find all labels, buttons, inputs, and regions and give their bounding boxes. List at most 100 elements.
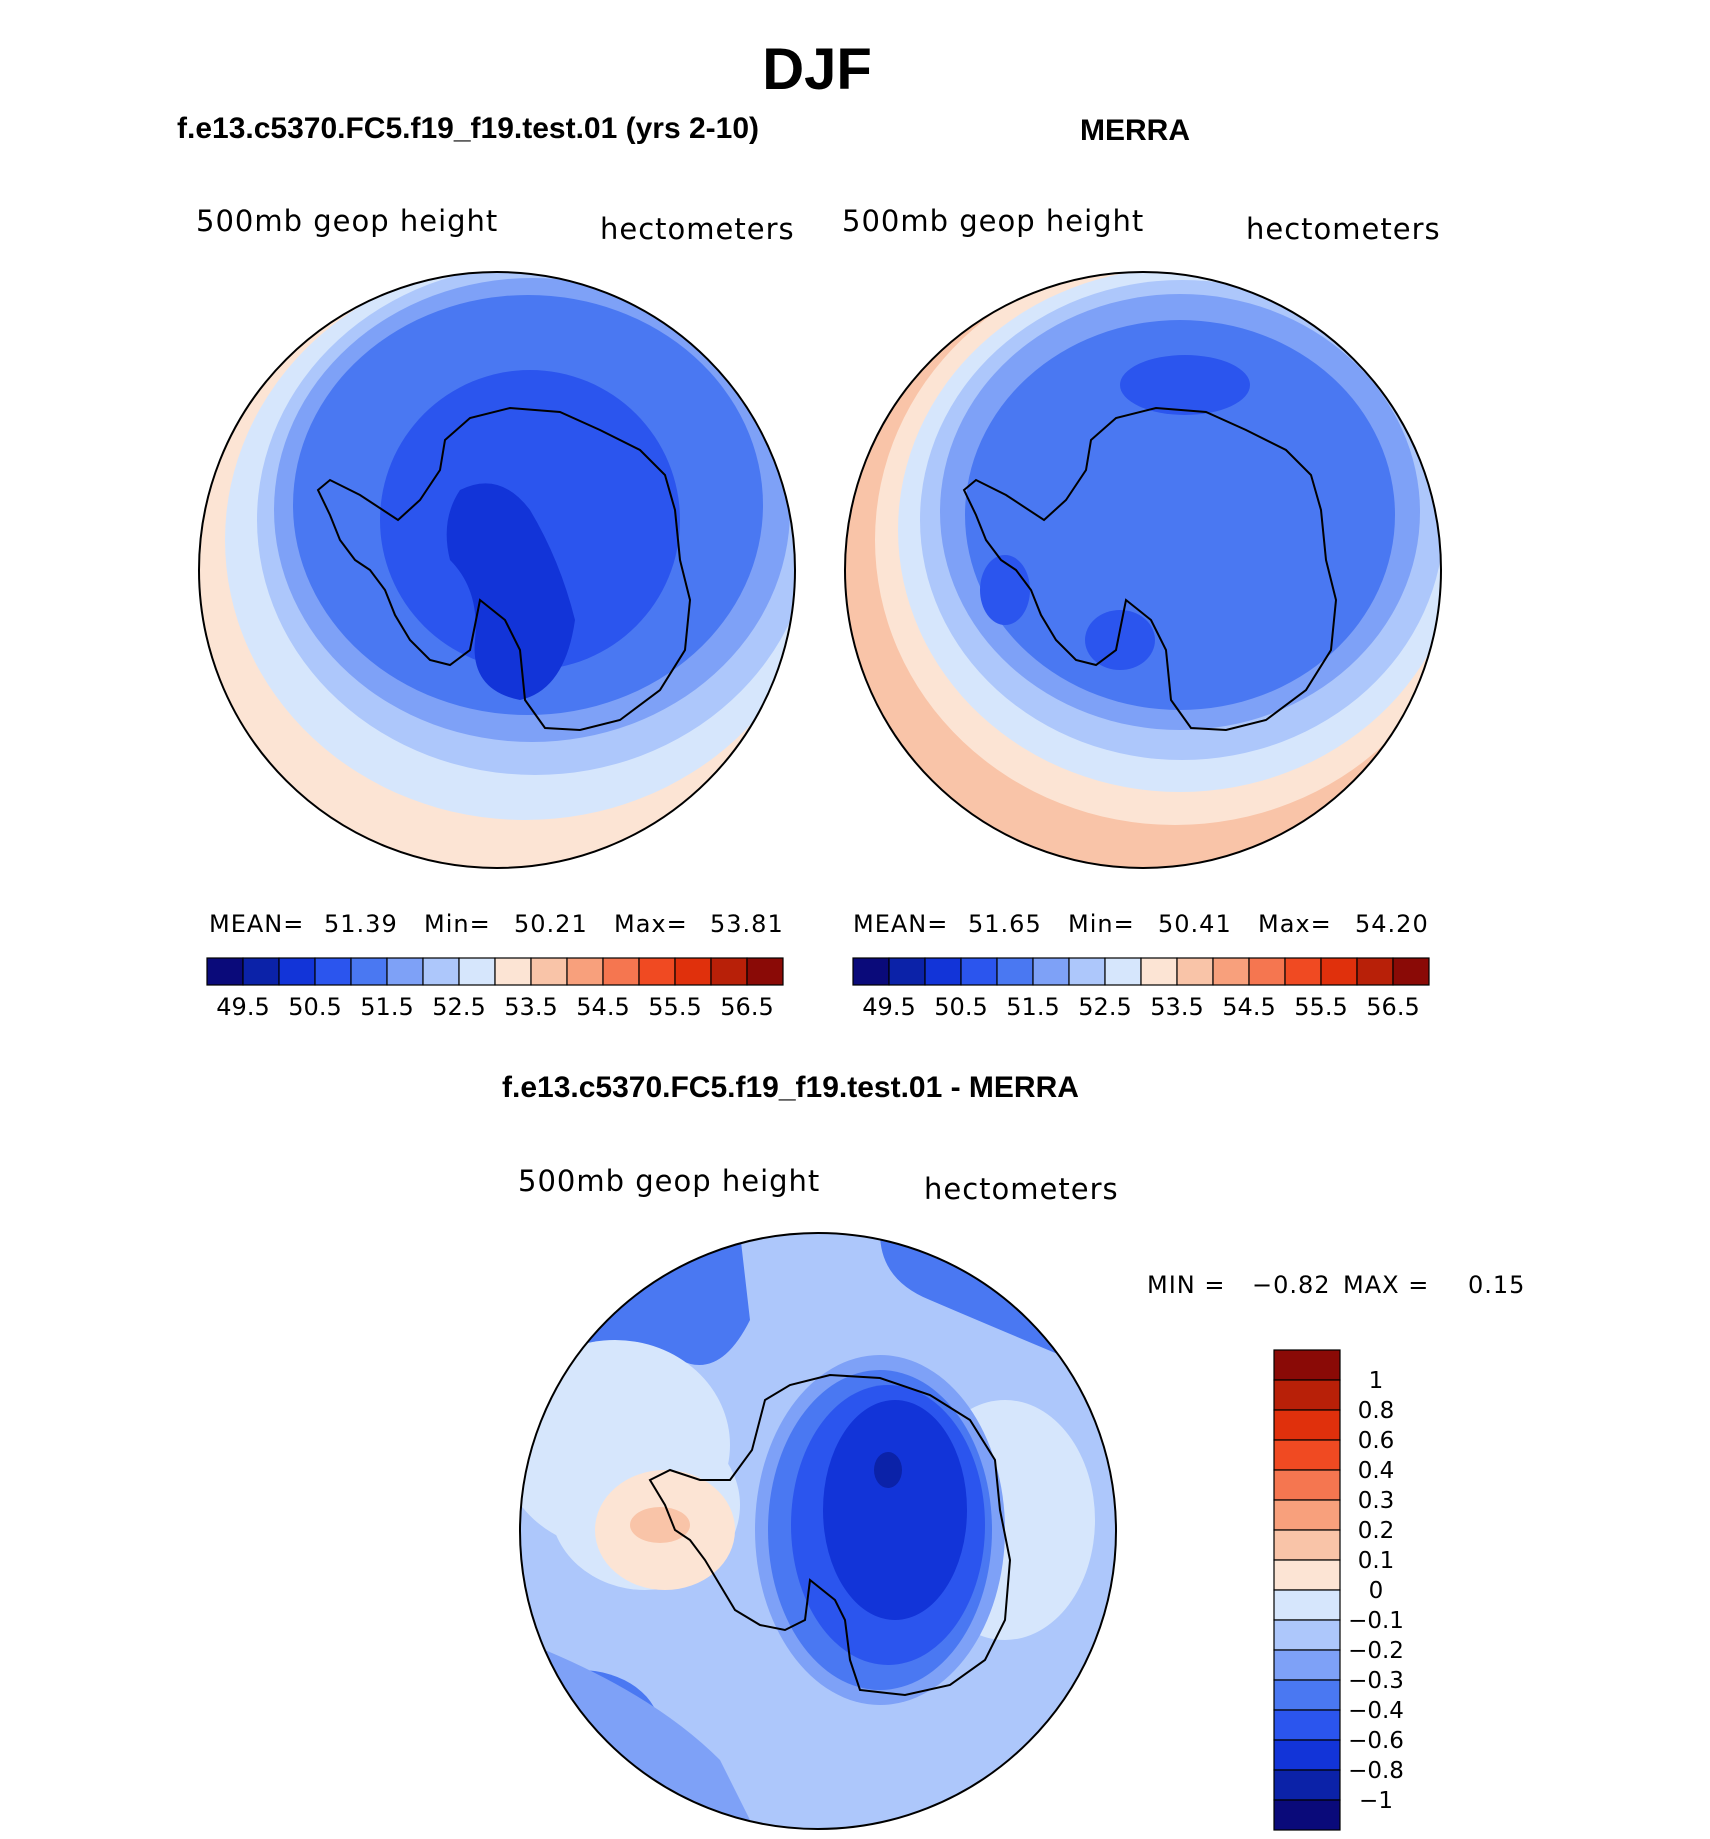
colorbar-tick-label: 0.1	[1358, 1548, 1395, 1574]
contour-band	[1085, 610, 1155, 670]
colorbar-tick-label: 50.5	[288, 993, 341, 1021]
panel-obs-min: 50.41	[1158, 910, 1232, 938]
colorbar-tick-label: 1	[1369, 1368, 1384, 1394]
panel-obs-max-label: Max=	[1258, 910, 1332, 938]
colorbar-tick-label: −0.1	[1348, 1608, 1404, 1634]
colorbar-tick-label: 0.8	[1358, 1398, 1395, 1424]
colorbar-box	[314, 957, 352, 986]
colorbar-box	[566, 957, 604, 986]
colorbar-box	[852, 957, 890, 986]
contour-band	[630, 1507, 690, 1543]
colorbar-tick-label: −0.6	[1348, 1728, 1404, 1754]
colorbar-box	[1273, 1649, 1341, 1681]
colorbar-tick-label: 55.5	[1294, 993, 1347, 1021]
colorbar-box	[386, 957, 424, 986]
colorbar-tick-label: 52.5	[1078, 993, 1131, 1021]
colorbar-box	[924, 957, 962, 986]
colorbar-box	[530, 957, 568, 986]
colorbar-obs: 49.5 50.5 51.5 52.5 53.5 54.5 55.5 56.5	[852, 957, 1430, 1021]
colorbar-tick-label: 54.5	[1222, 993, 1275, 1021]
panel-model-max: 53.81	[710, 910, 784, 938]
colorbar-tick-label: 49.5	[862, 993, 915, 1021]
map-model	[199, 272, 795, 868]
panel-diff-max-label: MAX =	[1343, 1271, 1430, 1299]
colorbar-box	[1176, 957, 1214, 986]
colorbar-tick-label: 52.5	[432, 993, 485, 1021]
panel-obs-min-label: Min=	[1068, 910, 1135, 938]
colorbar-box	[242, 957, 280, 986]
panel-model-variable: 500mb geop height	[196, 204, 499, 238]
colorbar-tick-label: −0.2	[1348, 1638, 1404, 1664]
colorbar-tick-label: 53.5	[504, 993, 557, 1021]
colorbar-box	[710, 957, 748, 986]
colorbar-tick-label: −1	[1359, 1788, 1393, 1814]
map-diff-boundary	[519, 1232, 1117, 1830]
contour-band	[874, 1452, 902, 1488]
panel-obs-max: 54.20	[1355, 910, 1429, 938]
colorbar-box	[494, 957, 532, 986]
colorbar-box	[1273, 1469, 1341, 1501]
colorbar-model: 49.5 50.5 51.5 52.5 53.5 54.5 55.5 56.5	[206, 957, 784, 1021]
colorbar-tick-label: 50.5	[934, 993, 987, 1021]
colorbar-box	[1212, 957, 1250, 986]
contour-band	[446, 483, 575, 700]
panel-diff-variable: 500mb geop height	[518, 1164, 821, 1198]
colorbar-tick-label: 0.6	[1358, 1428, 1395, 1454]
colorbar-box	[1273, 1799, 1341, 1831]
panel-obs-units: hectometers	[1246, 212, 1441, 246]
colorbar-tick-label: 53.5	[1150, 993, 1203, 1021]
colorbar-tick-label: −0.3	[1348, 1668, 1404, 1694]
panel-model-min-label: Min=	[424, 910, 491, 938]
colorbar-box	[1273, 1499, 1341, 1531]
colorbar-box	[1140, 957, 1178, 986]
colorbar-box	[1273, 1589, 1341, 1621]
panel-obs-title: MERRA	[1080, 114, 1190, 147]
panel-model-mean: 51.39	[324, 910, 398, 938]
colorbar-tick-label: 0	[1369, 1578, 1384, 1604]
colorbar-tick-label: 0.4	[1358, 1458, 1395, 1484]
panel-model-units: hectometers	[600, 212, 795, 246]
colorbar-box	[1356, 957, 1394, 986]
colorbar-box	[1273, 1409, 1341, 1441]
panel-obs-mean: 51.65	[968, 910, 1042, 938]
map-diff-coastline	[648, 1373, 1012, 1697]
colorbar-box	[1273, 1349, 1341, 1381]
map-obs-boundary	[844, 271, 1442, 869]
colorbar-tick-label: −0.4	[1348, 1698, 1404, 1724]
panel-diff-title: f.e13.c5370.FC5.f19_f19.test.01 - MERRA	[502, 1071, 1079, 1104]
colorbar-box	[1273, 1769, 1341, 1801]
contour-band	[823, 1400, 967, 1620]
colorbar-box	[350, 957, 388, 986]
colorbar-box	[602, 957, 640, 986]
map-obs-coastline	[962, 406, 1338, 732]
colorbar-box	[996, 957, 1034, 986]
map-model-boundary	[198, 271, 796, 869]
colorbar-box	[1392, 957, 1430, 986]
colorbar-tick-label: 56.5	[720, 993, 773, 1021]
panel-model-mean-label: MEAN=	[209, 910, 305, 938]
colorbar-box	[1273, 1379, 1341, 1411]
colorbar-tick-label: 49.5	[216, 993, 269, 1021]
colorbar-tick-label: 54.5	[576, 993, 629, 1021]
panel-obs-mean-label: MEAN=	[853, 910, 949, 938]
colorbar-box	[1273, 1619, 1341, 1651]
panel-model-max-label: Max=	[614, 910, 688, 938]
colorbar-box	[1273, 1529, 1341, 1561]
colorbar-diff: 1 0.8 0.6 0.4 0.3 0.2 0.1 0 −0.1 −0.2 −0.3 −0.4 −0.6…	[1273, 1349, 1404, 1831]
colorbar-box	[1248, 957, 1286, 986]
colorbar-box	[422, 957, 460, 986]
colorbar-box	[1284, 957, 1322, 986]
colorbar-box	[674, 957, 712, 986]
colorbar-box	[1273, 1679, 1341, 1711]
colorbar-tick-label: 0.3	[1358, 1488, 1395, 1514]
colorbar-box	[206, 957, 244, 986]
panel-diff-min-label: MIN =	[1147, 1271, 1226, 1299]
contour-band	[965, 320, 1395, 710]
colorbar-box	[278, 957, 316, 986]
figure-title: DJF	[762, 37, 872, 102]
panel-model-min: 50.21	[514, 910, 588, 938]
panel-diff-max: 0.15	[1468, 1271, 1526, 1299]
colorbar-box	[1320, 957, 1358, 986]
panel-diff-min: −0.82	[1252, 1271, 1331, 1299]
